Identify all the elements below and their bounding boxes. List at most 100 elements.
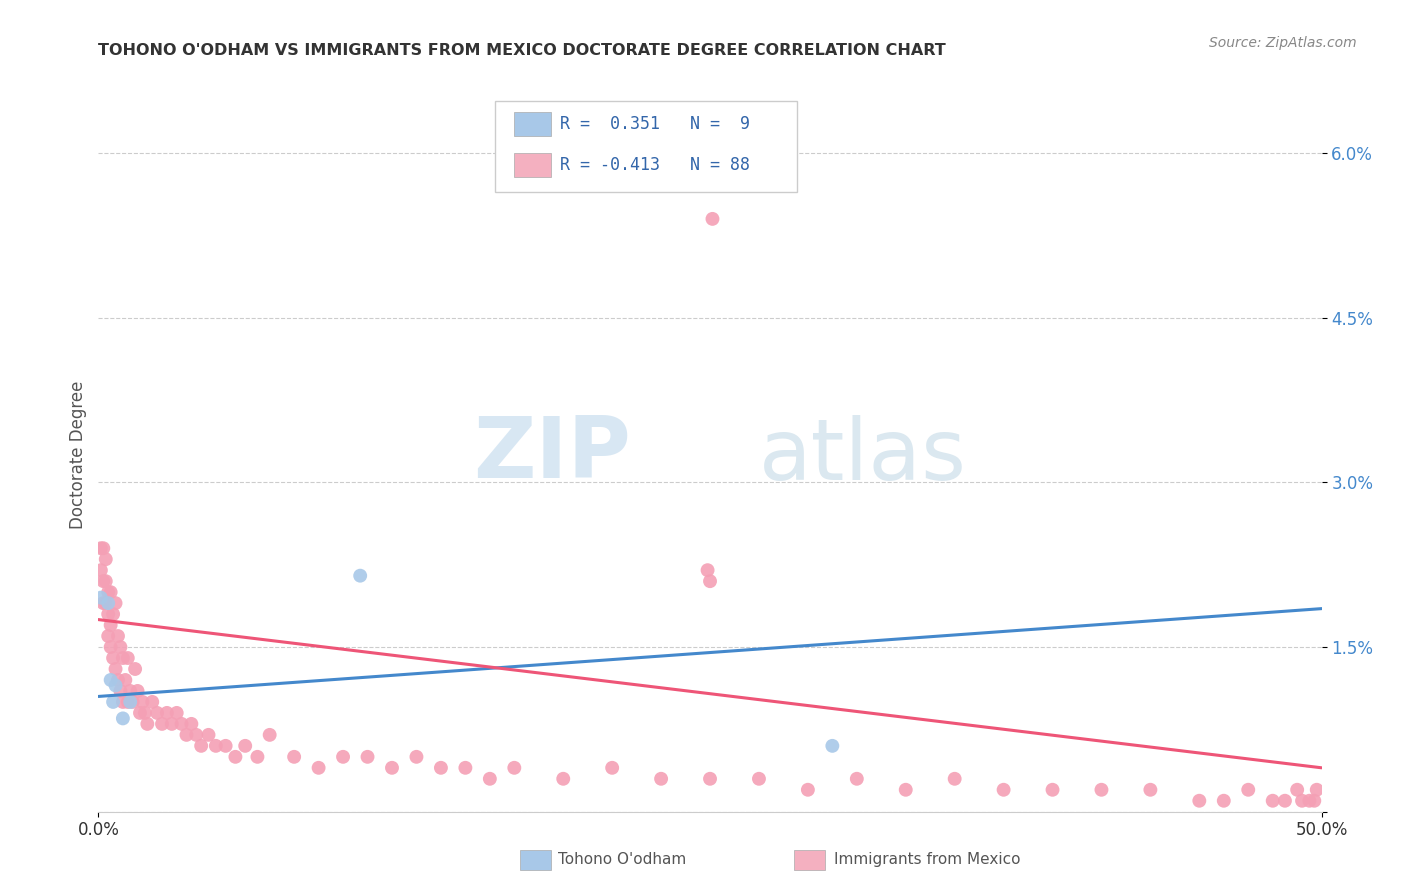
Point xyxy=(97,629,120,643)
Text: R =  0.351   N =  9: R = 0.351 N = 9 xyxy=(560,115,749,133)
Point xyxy=(1298,794,1320,808)
Point xyxy=(160,717,183,731)
Point xyxy=(94,574,117,589)
Point xyxy=(845,772,868,786)
Point xyxy=(454,761,477,775)
Point xyxy=(993,782,1015,797)
Point xyxy=(1212,794,1234,808)
Point xyxy=(91,574,114,589)
Point xyxy=(696,563,718,577)
Point xyxy=(1274,794,1296,808)
Point xyxy=(117,695,139,709)
Point xyxy=(100,618,122,632)
Point xyxy=(894,782,917,797)
Point xyxy=(131,695,153,709)
Point xyxy=(478,772,501,786)
Point xyxy=(121,695,143,709)
Point xyxy=(101,651,124,665)
Point xyxy=(110,684,132,698)
Point xyxy=(124,662,146,676)
Point xyxy=(186,728,208,742)
Text: Tohono O'odham: Tohono O'odham xyxy=(558,853,686,867)
Point xyxy=(1090,782,1112,797)
Point xyxy=(104,662,127,676)
Point xyxy=(699,772,721,786)
Point xyxy=(381,761,404,775)
Point xyxy=(111,711,134,725)
Point xyxy=(90,541,112,556)
Point xyxy=(224,749,246,764)
Y-axis label: Doctorate Degree: Doctorate Degree xyxy=(69,381,87,529)
Point xyxy=(553,772,575,786)
Point xyxy=(150,717,173,731)
Text: atlas: atlas xyxy=(759,415,967,498)
Point xyxy=(600,761,623,775)
Point xyxy=(100,640,122,654)
Point xyxy=(97,585,120,599)
Point xyxy=(1188,794,1211,808)
Point xyxy=(180,717,202,731)
Point xyxy=(136,717,159,731)
Point xyxy=(1291,794,1313,808)
Text: R = -0.413   N = 88: R = -0.413 N = 88 xyxy=(560,156,749,174)
Point xyxy=(356,749,378,764)
Point xyxy=(748,772,770,786)
Point xyxy=(100,673,122,687)
Point xyxy=(233,739,256,753)
Point xyxy=(101,607,124,621)
Point xyxy=(308,761,330,775)
Point xyxy=(197,728,219,742)
Point xyxy=(246,749,269,764)
Point xyxy=(117,651,139,665)
Point xyxy=(146,706,169,720)
Point xyxy=(1261,794,1284,808)
Point xyxy=(190,739,212,753)
Point xyxy=(699,574,721,589)
Point xyxy=(91,596,114,610)
Point xyxy=(107,629,129,643)
Point xyxy=(94,552,117,566)
Point xyxy=(205,739,228,753)
Point xyxy=(1286,782,1309,797)
Point xyxy=(104,678,127,692)
Point xyxy=(214,739,236,753)
Point xyxy=(110,640,132,654)
Text: Immigrants from Mexico: Immigrants from Mexico xyxy=(834,853,1021,867)
Point xyxy=(1237,782,1260,797)
Point xyxy=(170,717,193,731)
Point xyxy=(129,706,152,720)
Point xyxy=(134,706,156,720)
Point xyxy=(91,541,114,556)
Point xyxy=(821,739,844,753)
Point xyxy=(1139,782,1161,797)
Point xyxy=(90,563,112,577)
Point xyxy=(127,684,149,698)
Point xyxy=(1042,782,1064,797)
Text: ZIP: ZIP xyxy=(472,413,630,497)
Point xyxy=(176,728,198,742)
Point xyxy=(104,596,127,610)
Point xyxy=(111,695,134,709)
Point xyxy=(114,673,136,687)
Point xyxy=(120,695,142,709)
Text: TOHONO O'ODHAM VS IMMIGRANTS FROM MEXICO DOCTORATE DEGREE CORRELATION CHART: TOHONO O'ODHAM VS IMMIGRANTS FROM MEXICO… xyxy=(98,43,946,58)
Point xyxy=(97,596,120,610)
Point xyxy=(141,695,163,709)
Point xyxy=(90,591,112,605)
Point xyxy=(107,673,129,687)
Point xyxy=(120,684,142,698)
Point xyxy=(1303,794,1326,808)
Point xyxy=(332,749,354,764)
Point xyxy=(111,651,134,665)
Point xyxy=(283,749,305,764)
Point xyxy=(97,607,120,621)
Text: Source: ZipAtlas.com: Source: ZipAtlas.com xyxy=(1209,36,1357,50)
Point xyxy=(943,772,966,786)
Point xyxy=(650,772,672,786)
Point xyxy=(1306,782,1329,797)
Point xyxy=(702,211,724,226)
Point xyxy=(94,596,117,610)
Point xyxy=(259,728,281,742)
Point xyxy=(166,706,188,720)
Point xyxy=(100,585,122,599)
